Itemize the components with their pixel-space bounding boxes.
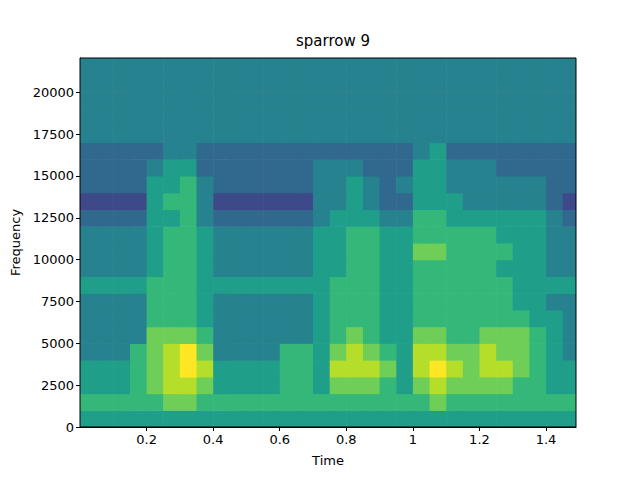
svg-text:17500: 17500 — [33, 127, 74, 142]
svg-text:20000: 20000 — [33, 85, 74, 100]
svg-text:1.4: 1.4 — [536, 432, 557, 447]
svg-text:0.2: 0.2 — [136, 432, 157, 447]
svg-text:12500: 12500 — [33, 210, 74, 225]
svg-text:0.8: 0.8 — [336, 432, 357, 447]
svg-text:1: 1 — [409, 432, 417, 447]
svg-text:2500: 2500 — [41, 378, 74, 393]
svg-text:0.4: 0.4 — [203, 432, 224, 447]
svg-text:0: 0 — [66, 420, 74, 435]
svg-text:Frequency: Frequency — [8, 209, 23, 276]
svg-text:10000: 10000 — [33, 252, 74, 267]
svg-text:5000: 5000 — [41, 336, 74, 351]
svg-text:Time: Time — [311, 453, 344, 468]
svg-text:1.2: 1.2 — [469, 432, 490, 447]
svg-text:0.6: 0.6 — [269, 432, 290, 447]
svg-text:15000: 15000 — [33, 168, 74, 183]
svg-text:7500: 7500 — [41, 294, 74, 309]
svg-text:sparrow 9: sparrow 9 — [296, 32, 370, 50]
